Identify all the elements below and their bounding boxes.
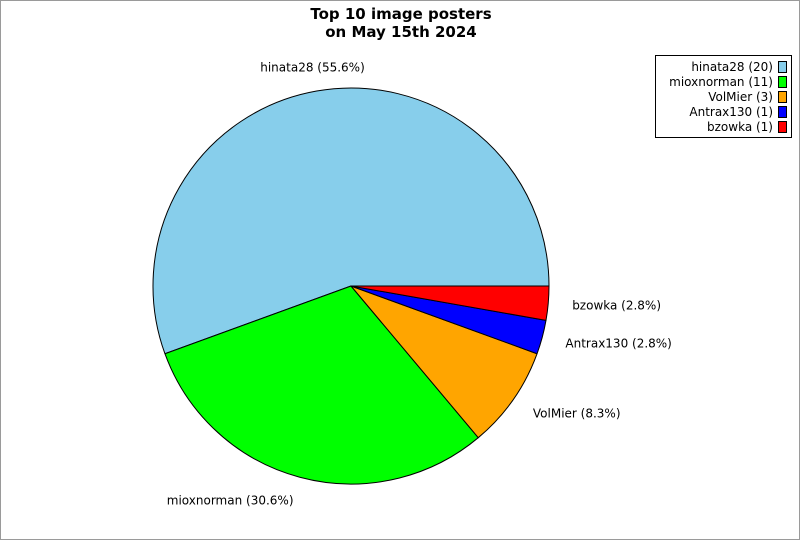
legend-entry-antrax130: Antrax130 (1): [656, 104, 787, 119]
legend-swatch: [778, 120, 787, 133]
pie-slice-mioxnorman: [164, 285, 479, 485]
slice-label-bzowka: bzowka (2.8%): [572, 298, 661, 312]
legend-label: hinata28 (20): [691, 59, 773, 74]
pie-slice-hinata28: [152, 87, 550, 355]
slice-label-mioxnorman: mioxnorman (30.6%): [167, 493, 294, 507]
legend-entry-mioxnorman: mioxnorman (11): [656, 74, 787, 89]
legend-label: Antrax130 (1): [689, 104, 773, 119]
legend-label: bzowka (1): [707, 119, 773, 134]
legend-swatch: [778, 105, 787, 118]
legend-swatch: [778, 60, 787, 73]
chart-title-line-2: on May 15th 2024: [325, 23, 477, 41]
legend-entry-bzowka: bzowka (1): [656, 119, 787, 134]
slice-label-volmier: VolMier (8.3%): [533, 406, 621, 420]
pie-slice-volmier: [350, 285, 538, 439]
legend-label: VolMier (3): [708, 89, 773, 104]
legend-swatch: [778, 90, 787, 103]
slice-label-hinata28: hinata28 (55.6%): [260, 60, 365, 74]
slice-label-antrax130: Antrax130 (2.8%): [565, 337, 671, 351]
legend-entry-volmier: VolMier (3): [656, 89, 787, 104]
legend-swatch: [778, 75, 787, 88]
chart-title-line-1: Top 10 image posters: [310, 5, 492, 23]
legend-entry-hinata28: hinata28 (20): [656, 59, 787, 74]
legend-label: mioxnorman (11): [669, 74, 773, 89]
pie-slice-bzowka: [350, 285, 550, 321]
chart-title: Top 10 image posters on May 15th 2024: [1, 5, 800, 41]
chart-legend: hinata28 (20) mioxnorman (11) VolMier (3…: [655, 55, 792, 138]
